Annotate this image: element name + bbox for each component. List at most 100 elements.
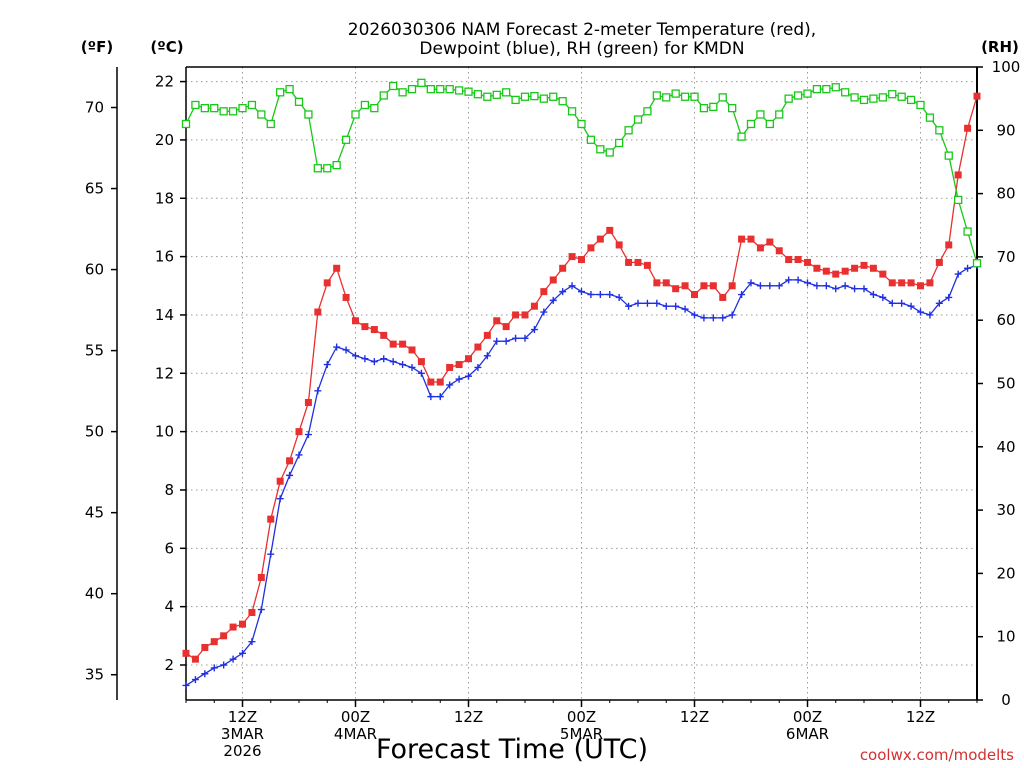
dewpoint-point xyxy=(342,346,350,354)
rh-point xyxy=(549,92,558,101)
rh-point xyxy=(351,110,360,119)
temperature-point xyxy=(681,282,689,290)
temperature-point xyxy=(728,282,736,290)
temperature-point xyxy=(719,293,727,301)
temperature-point xyxy=(540,288,548,296)
dewpoint-point xyxy=(465,372,472,380)
x-tick-label: 12Z xyxy=(228,708,257,726)
rh-point xyxy=(765,119,774,129)
rh-point xyxy=(841,88,850,97)
temperature-point xyxy=(794,256,802,264)
temperature-point xyxy=(615,241,623,249)
temperature-point xyxy=(304,398,312,406)
fahrenheit-tick-label: 50 xyxy=(85,423,104,441)
temperature-point xyxy=(239,620,246,628)
dewpoint-point xyxy=(427,393,435,401)
rh-tick-label: 40 xyxy=(996,438,1015,456)
dewpoint-point xyxy=(691,311,698,319)
rh-point xyxy=(775,110,784,119)
temperature-point xyxy=(672,285,680,293)
rh-point xyxy=(294,97,304,106)
rh-tick-label: 90 xyxy=(996,121,1015,139)
dewpoint-point xyxy=(625,302,633,310)
dewpoint-point xyxy=(483,352,491,360)
rh-tick-label: 20 xyxy=(996,564,1015,582)
temperature-point xyxy=(568,253,576,261)
temperature-point xyxy=(342,293,350,301)
rh-point xyxy=(850,93,859,102)
rh-tick-label: 100 xyxy=(992,58,1021,76)
dewpoint-point xyxy=(879,293,887,301)
rh-point xyxy=(793,91,803,100)
rh-point xyxy=(417,78,426,87)
rh-point xyxy=(426,85,435,94)
rh-point xyxy=(680,92,690,101)
dewpoint-point xyxy=(201,670,209,678)
rh-tick-label: 0 xyxy=(1001,691,1011,709)
rh-point xyxy=(191,100,200,110)
tick-labels: 2 4 6 8 10 12 14 16 18 20 22 35 40 45 50 55 60 65 70 0 10 20 3… xyxy=(85,58,1020,760)
dewpoint-point xyxy=(540,308,548,316)
temperature-point xyxy=(295,428,303,436)
temperature-point xyxy=(832,270,840,278)
temperature-point xyxy=(935,258,943,266)
rh-point xyxy=(247,100,257,110)
celsius-tick-label: 20 xyxy=(155,131,174,149)
dewpoint-point xyxy=(643,299,651,307)
rh-tick-label: 50 xyxy=(996,375,1015,393)
rh-point xyxy=(812,85,822,94)
dewpoint-point xyxy=(389,358,397,366)
rh-point xyxy=(558,97,567,106)
series-rh xyxy=(181,78,982,268)
dewpoint-point xyxy=(521,334,529,342)
dewpoint-point xyxy=(286,471,294,479)
dewpoint-point xyxy=(512,334,520,342)
temperature-point xyxy=(436,378,444,386)
temperature-point xyxy=(446,363,454,371)
rh-tick-label: 30 xyxy=(996,501,1015,519)
dewpoint-point xyxy=(352,352,359,360)
temperature-point xyxy=(973,92,981,100)
rh-point xyxy=(567,107,577,116)
x-tick-label: 00Z xyxy=(793,708,822,726)
dewpoint-point xyxy=(474,363,482,371)
rh-point xyxy=(897,92,906,101)
temperature-point xyxy=(606,226,614,234)
temperature-point xyxy=(333,264,341,272)
dewpoint-point xyxy=(766,282,774,290)
temperature-point xyxy=(766,238,774,246)
dewpoint-point xyxy=(728,311,736,319)
temperature-point xyxy=(417,358,425,366)
rh-point xyxy=(671,89,680,98)
temperature-point xyxy=(653,279,661,287)
dewpoint-point xyxy=(408,363,416,371)
dewpoint-point xyxy=(596,291,604,299)
temperature-point xyxy=(191,655,199,663)
rh-point xyxy=(756,110,765,119)
dewpoint-point xyxy=(851,285,859,293)
dewpoint-point xyxy=(370,358,378,366)
rh-point xyxy=(605,148,614,157)
celsius-tick-label: 10 xyxy=(155,423,174,441)
rh-point xyxy=(888,90,897,99)
temperature-point xyxy=(634,258,642,266)
temperature-point xyxy=(549,276,557,284)
rh-tick-label: 10 xyxy=(996,628,1015,646)
celsius-tick-label: 16 xyxy=(155,248,174,266)
dewpoint-point xyxy=(606,291,614,299)
rh-point xyxy=(633,115,643,124)
dewpoint-point xyxy=(248,638,256,646)
temperature-point xyxy=(578,256,585,264)
temperature-point xyxy=(587,244,595,252)
temperature-point xyxy=(888,279,896,287)
temperature-point xyxy=(352,317,359,325)
dewpoint-point xyxy=(417,369,425,377)
rh-point xyxy=(389,81,398,91)
rh-point xyxy=(341,135,351,144)
dewpoint-point xyxy=(502,337,510,345)
rh-tick-label: 70 xyxy=(996,248,1015,266)
dewpoint-point xyxy=(634,299,642,307)
x-tick-label: 12Z xyxy=(454,708,483,726)
rh-point xyxy=(181,119,191,129)
rh-point xyxy=(972,259,982,268)
